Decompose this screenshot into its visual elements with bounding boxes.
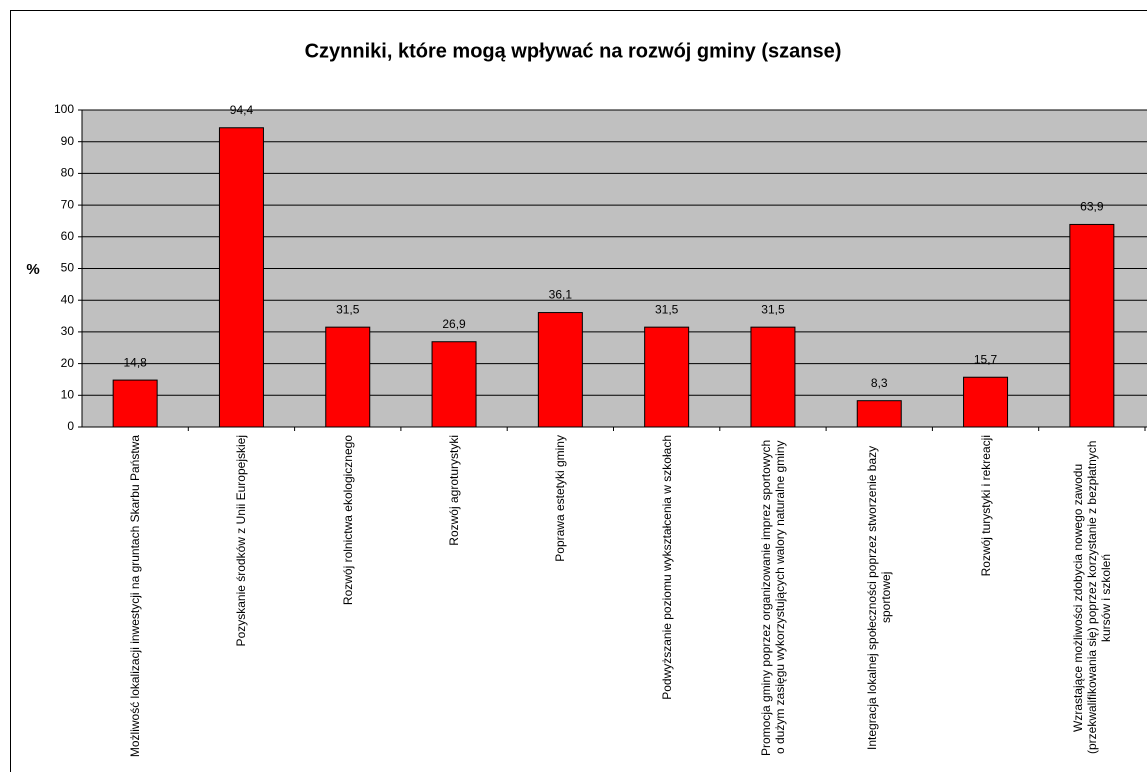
x-tick-label: Podwyższanie poziomu wykształcenia w szk… — [659, 435, 674, 700]
bar — [537, 312, 583, 428]
data-label: 8,3 — [871, 376, 888, 390]
y-axis-label: % — [26, 261, 39, 278]
x-tick-label: Pozyskanie środków z Unii Europejskiej — [234, 435, 249, 647]
x-tick-label: Rozwój rolnictwa ekologicznego — [340, 435, 355, 606]
y-tick-label: 0 — [67, 419, 74, 433]
bar — [431, 341, 477, 428]
bar — [325, 326, 371, 428]
data-label: 26,9 — [442, 317, 466, 331]
data-label: 94,4 — [230, 103, 254, 117]
y-tick-label: 60 — [61, 229, 75, 243]
bar — [112, 379, 158, 428]
bar — [750, 326, 796, 428]
bar — [856, 400, 902, 428]
y-tick-label: 100 — [54, 102, 74, 116]
data-label: 15,7 — [974, 352, 998, 366]
data-label: 31,5 — [336, 302, 360, 316]
bar — [218, 127, 264, 428]
x-tick-label: Poprawa estetyki gminy — [553, 435, 568, 562]
data-label: 36,1 — [549, 288, 573, 302]
chart-title: Czynniki, które mogą wpływać na rozwój g… — [305, 40, 842, 62]
y-tick-label: 50 — [61, 261, 75, 275]
data-label: 14,8 — [123, 355, 147, 369]
data-label: 31,5 — [761, 302, 785, 316]
x-tick-label: Rozwój turystyki i rekreacji — [978, 435, 993, 577]
x-tick-label: Promocja gminy poprzez organizowanie imp… — [758, 439, 787, 756]
x-tick-label: Wzrastające możliwości zdobycia nowego z… — [1070, 440, 1113, 755]
bar — [963, 376, 1009, 428]
y-tick-label: 20 — [61, 356, 75, 370]
x-tick-label: Integracja lokalnej społeczności poprzez… — [865, 445, 894, 750]
bar — [1069, 223, 1115, 428]
y-tick-label: 70 — [61, 197, 75, 211]
y-tick-label: 10 — [61, 387, 75, 401]
x-tick-label: Rozwój agroturystyki — [447, 435, 462, 546]
y-tick-label: 90 — [61, 134, 75, 148]
y-tick-label: 30 — [61, 324, 75, 338]
y-tick-label: 40 — [61, 292, 75, 306]
data-label: 63,9 — [1080, 200, 1104, 214]
bar — [644, 326, 690, 428]
x-tick-label: Możliwość lokalizacji inwestycji na grun… — [128, 435, 143, 758]
y-tick-label: 80 — [61, 166, 75, 180]
data-label: 31,5 — [655, 302, 679, 316]
